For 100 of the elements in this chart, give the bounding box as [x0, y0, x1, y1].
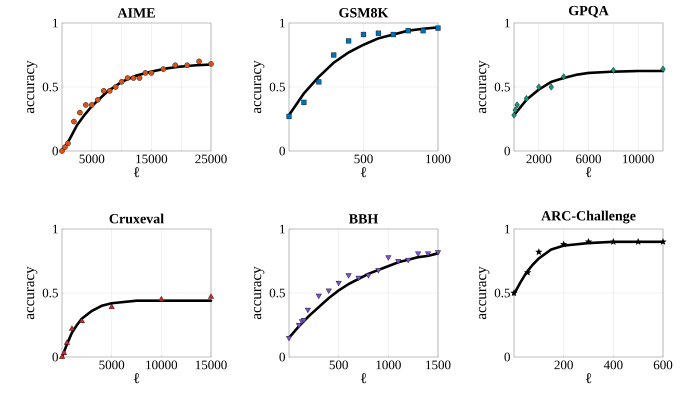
- point: [158, 296, 164, 302]
- point: [208, 61, 214, 67]
- point: [610, 66, 616, 74]
- point: [560, 240, 568, 248]
- point: [286, 336, 292, 342]
- point: [514, 102, 520, 108]
- x-tick-label: 5000: [80, 154, 104, 164]
- chart-title: AIME: [118, 8, 155, 18]
- point: [130, 75, 136, 81]
- y-tick-label: 0.5: [494, 82, 510, 92]
- point: [316, 79, 322, 84]
- chart-title: BBH: [348, 214, 378, 224]
- x-axis-title: ℓ: [134, 167, 140, 178]
- point: [385, 255, 392, 261]
- chart-title: GSM8K: [339, 8, 388, 18]
- point: [112, 84, 118, 90]
- y-tick-label: 0.5: [270, 82, 285, 92]
- point: [336, 280, 342, 286]
- point: [304, 308, 311, 314]
- x-tick-label: 10000: [146, 360, 178, 370]
- y-tick-label: 0: [279, 146, 285, 156]
- y-axis-title: accuracy: [479, 266, 490, 320]
- point: [64, 340, 70, 345]
- y-tick-label: 1: [505, 18, 510, 28]
- x-tick-label: 5000: [99, 360, 124, 370]
- y-tick-label: 0.5: [494, 288, 510, 298]
- point: [425, 252, 432, 257]
- x-tick-label: 1000: [426, 154, 451, 164]
- x-axis-title: ℓ: [360, 167, 366, 178]
- point: [524, 95, 530, 102]
- point: [83, 102, 89, 108]
- point: [435, 250, 441, 256]
- y-tick-label: 1: [53, 18, 58, 28]
- point: [660, 66, 666, 72]
- y-axis-title: accuracy: [254, 266, 264, 320]
- point: [65, 140, 71, 146]
- chart-title: ARC-Challenge: [541, 210, 636, 224]
- y-axis-title: accuracy: [479, 60, 490, 114]
- x-tick-label: 500: [330, 360, 348, 370]
- point: [536, 84, 542, 90]
- y-tick-label: 1: [280, 224, 285, 234]
- x-tick-label: 6000: [576, 154, 602, 164]
- y-tick-label: 0.5: [42, 82, 58, 92]
- point: [59, 354, 65, 359]
- point: [510, 289, 518, 296]
- x-tick-label: 2000: [526, 154, 552, 164]
- point: [142, 70, 148, 76]
- point: [71, 118, 77, 124]
- point: [100, 88, 107, 94]
- point: [301, 100, 307, 105]
- point: [106, 88, 112, 94]
- y-axis-title: accuracy: [27, 266, 38, 320]
- x-axis-title: ℓ: [134, 373, 140, 384]
- point: [395, 259, 402, 264]
- point: [660, 238, 666, 245]
- x-tick-label: 400: [604, 360, 623, 370]
- x-tick-label: 500: [354, 154, 373, 164]
- y-tick-label: 1: [280, 18, 285, 28]
- point: [62, 144, 68, 150]
- y-tick-label: 0: [504, 146, 510, 156]
- point: [375, 268, 382, 274]
- point: [360, 32, 366, 38]
- point: [316, 294, 322, 299]
- x-tick-label: 600: [654, 360, 672, 370]
- point: [420, 28, 426, 34]
- point: [89, 102, 95, 108]
- y-axis-title: accuracy: [254, 60, 264, 114]
- point: [326, 288, 332, 294]
- point: [61, 350, 67, 355]
- point: [512, 106, 518, 114]
- point: [365, 273, 372, 278]
- point: [634, 238, 642, 245]
- point: [94, 97, 101, 103]
- y-tick-label: 0: [52, 146, 58, 156]
- point: [548, 84, 554, 90]
- point: [415, 252, 422, 257]
- point: [118, 79, 124, 85]
- point: [405, 258, 412, 264]
- point: [286, 114, 292, 120]
- x-tick-label: 1000: [376, 360, 401, 370]
- x-axis-title: ℓ: [360, 373, 366, 384]
- point: [59, 148, 65, 154]
- y-tick-label: 0: [52, 352, 58, 362]
- point: [136, 75, 142, 81]
- point: [435, 26, 441, 31]
- y-tick-label: 1: [53, 224, 58, 234]
- point: [561, 73, 566, 80]
- chart-title: GPQA: [568, 6, 609, 18]
- y-tick-label: 0: [504, 352, 510, 362]
- point: [208, 293, 214, 299]
- x-tick-label: 25000: [195, 154, 227, 164]
- point: [196, 58, 202, 64]
- point: [296, 323, 302, 328]
- point: [184, 62, 190, 68]
- y-tick-label: 0.5: [270, 288, 285, 298]
- point: [172, 62, 178, 68]
- x-tick-label: 15000: [196, 360, 227, 370]
- x-tick-label: 200: [554, 360, 573, 370]
- point: [585, 238, 592, 245]
- point: [68, 325, 75, 331]
